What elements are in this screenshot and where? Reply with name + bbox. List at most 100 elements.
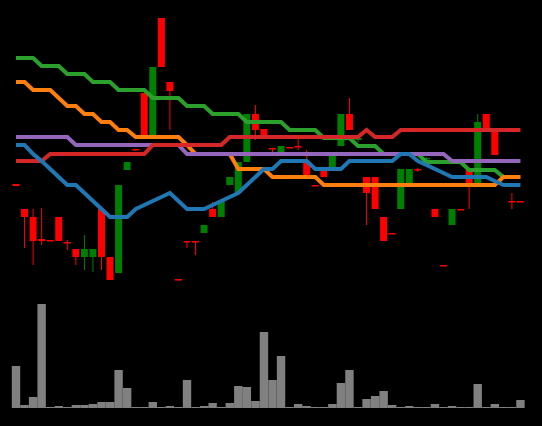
volume-bar — [97, 402, 106, 408]
volume-bar — [217, 407, 226, 408]
volume-bar — [430, 404, 440, 408]
volume-bar — [11, 366, 21, 408]
candle-body — [440, 265, 447, 267]
candle-body — [422, 158, 430, 160]
candle-body — [89, 249, 97, 257]
volume-bar — [157, 407, 166, 408]
volume-bar — [336, 383, 346, 408]
moving-average-line — [16, 135, 521, 163]
volume-bar — [242, 387, 252, 408]
candle-body — [98, 209, 105, 257]
candle-body — [123, 162, 131, 170]
candle-body — [55, 217, 63, 241]
volume-bar — [199, 406, 209, 408]
volume-bar — [259, 332, 269, 408]
volume-bar — [140, 407, 149, 408]
volume-bar — [319, 407, 328, 408]
candle-body — [106, 257, 114, 280]
volume-bar — [46, 407, 55, 408]
candle-body — [269, 148, 276, 150]
candle-body — [192, 241, 200, 243]
volume-bar — [302, 406, 311, 408]
volume-bar — [362, 399, 371, 408]
volume-bar — [63, 407, 72, 408]
volume-bar — [131, 407, 140, 408]
volume-bar — [285, 407, 294, 408]
volume-bar — [182, 380, 192, 408]
volume-bar — [507, 407, 517, 408]
volume-bar — [439, 407, 448, 408]
moving-average-line — [16, 143, 521, 219]
volume-bar — [464, 407, 474, 408]
candle-body — [286, 147, 294, 149]
candle-body — [234, 162, 242, 193]
candle-body — [149, 67, 157, 137]
candle-body — [63, 242, 71, 244]
volume-bar — [447, 406, 457, 408]
volume-bar — [456, 407, 465, 408]
candle-body — [303, 161, 311, 177]
candle-body — [38, 239, 46, 241]
volume-bar — [328, 404, 337, 408]
volume-bar — [251, 401, 260, 408]
candle-body — [482, 114, 490, 130]
candle-body — [209, 209, 217, 217]
volume-bar — [422, 407, 431, 408]
volume-bar — [165, 406, 175, 408]
volume-bar — [208, 403, 217, 408]
volume-bar — [499, 407, 508, 408]
candle-body — [474, 122, 482, 185]
candle-body — [200, 225, 208, 233]
candle-body — [157, 18, 165, 67]
candle-body — [311, 185, 319, 187]
volume-bar — [482, 407, 491, 408]
volume-bar — [516, 400, 525, 408]
candle-body — [414, 169, 422, 171]
volume-bar — [276, 356, 286, 408]
candle-body — [371, 177, 379, 209]
candle-body — [337, 114, 345, 146]
volume-bar — [174, 407, 183, 408]
candle-body — [457, 209, 465, 211]
candle-body — [516, 201, 524, 203]
candle-body — [115, 185, 123, 273]
moving-average-line — [16, 56, 521, 179]
candle-body — [405, 169, 413, 185]
volume-bar — [473, 384, 482, 408]
candle-body — [140, 93, 148, 137]
volume-bar — [396, 407, 405, 408]
candle-body — [217, 201, 225, 217]
candle-body — [277, 146, 285, 154]
volume-bar — [114, 370, 123, 408]
candle-body — [21, 209, 29, 217]
volume-bar — [353, 407, 363, 408]
volume-bar — [225, 403, 234, 408]
candle-body — [226, 177, 234, 185]
volume-bar — [413, 407, 423, 408]
candle-body — [72, 249, 80, 257]
volume-bar — [268, 380, 277, 408]
moving-average-line — [16, 80, 521, 187]
candle-body — [320, 170, 328, 177]
volume-bar — [71, 405, 81, 408]
volume-bar — [311, 407, 320, 408]
volume-bar — [388, 405, 397, 408]
candle-body — [12, 184, 20, 186]
volume-bar — [148, 402, 157, 408]
volume-bar — [80, 405, 89, 408]
candle-body — [183, 241, 191, 243]
volume-bar — [405, 406, 414, 408]
volume-bar — [20, 405, 29, 408]
volume-bar — [122, 388, 132, 408]
volume-bar — [293, 404, 303, 408]
volume-bar — [379, 391, 388, 408]
volume-bar — [370, 396, 380, 408]
volume-bar — [54, 406, 63, 408]
candle-body — [174, 279, 182, 281]
candle-body — [166, 82, 174, 91]
candle-body — [132, 149, 140, 151]
candle-body — [29, 217, 37, 241]
volume-bar — [28, 397, 38, 408]
volume-bar — [88, 404, 98, 408]
